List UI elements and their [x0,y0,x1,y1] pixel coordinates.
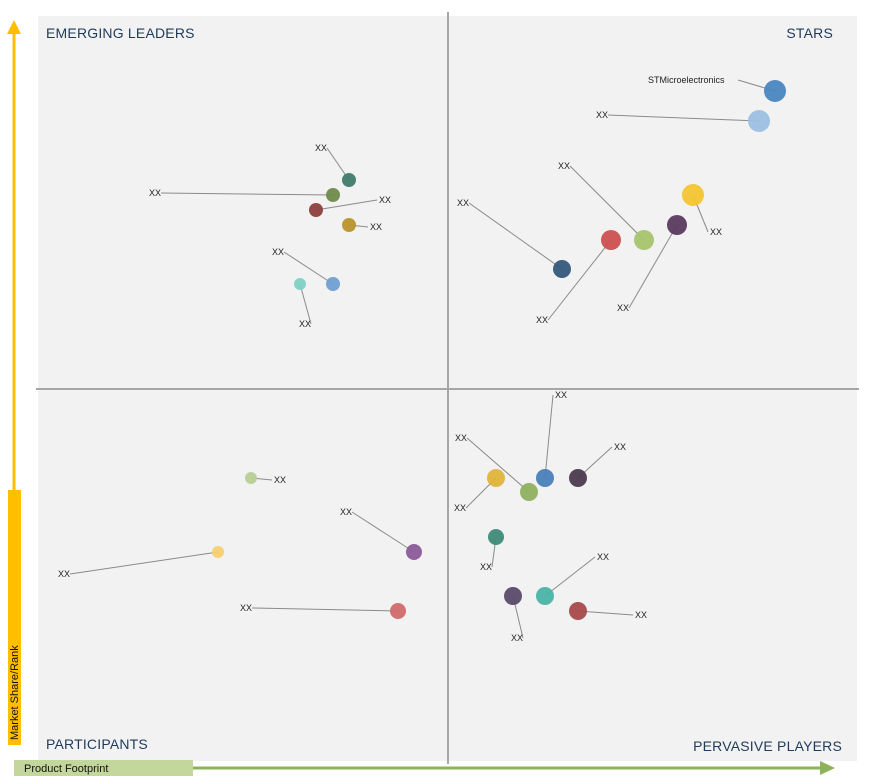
company-label: XX [617,303,629,313]
company-label: XX [274,475,286,485]
leader-line [569,165,645,241]
leader-line [251,607,399,612]
company-label: XX [635,610,647,620]
company-label: XX [315,143,327,153]
company-label: XX [272,247,284,257]
y-axis-arrow-icon [7,20,21,34]
company-bubble [569,602,587,620]
leader-line [547,239,612,321]
x-axis-arrow-icon [820,761,835,775]
data-points: STMicroelectronics XX XX XX XX XX XX XX XX XX XX XX… [58,75,786,643]
company-label: XX [58,569,70,579]
leader-line [466,437,530,493]
company-bubble [536,469,554,487]
x-axis-label: Product Footprint [24,763,108,775]
company-bubble [487,469,505,487]
quadrant-title-emerging-leaders: EMERGING LEADERS [46,25,195,41]
leader-line [544,556,596,597]
company-bubble [601,230,621,250]
company-bubble [342,218,356,232]
company-label: XX [596,110,608,120]
company-label: XX [558,161,570,171]
company-label: STMicroelectronics [648,75,725,85]
company-bubble [212,546,224,558]
leader-line [351,511,415,553]
company-bubble [309,203,323,217]
company-label: XX [454,503,466,513]
company-label: XX [240,603,252,613]
x-axis-label-box [14,760,193,776]
leader-line [160,192,334,196]
company-bubble [390,603,406,619]
company-bubble [245,472,257,484]
company-bubble [764,80,786,102]
company-bubble [406,544,422,560]
company-label: XX [340,507,352,517]
quadrant-bg-bottom-left [38,390,447,761]
quadrant-bg-top-left [38,16,447,388]
company-bubble [536,587,554,605]
y-axis-label: Market Share/Rank [9,645,21,740]
company-bubble [342,173,356,187]
company-bubble [748,110,770,132]
company-bubble [667,215,687,235]
company-bubble [520,483,538,501]
company-label: XX [480,562,492,572]
company-label: XX [614,442,626,452]
company-label: XX [379,195,391,205]
leader-line [628,224,678,309]
company-bubble [553,260,571,278]
leader-line [577,610,634,616]
leader-line [315,199,378,211]
company-label: XX [597,552,609,562]
company-bubble [326,277,340,291]
quadrant-bg-bottom-right [449,390,857,761]
leader-line [69,551,219,575]
company-label: XX [455,433,467,443]
company-label: XX [710,227,722,237]
y-axis-label-box [8,490,21,745]
company-bubble [326,188,340,202]
quadrant-title-pervasive-players: PERVASIVE PLAYERS [693,738,842,754]
quadrant-title-participants: PARTICIPANTS [46,736,148,752]
company-label: XX [299,319,311,329]
company-bubble [682,184,704,206]
leader-line [607,114,760,122]
company-label: XX [457,198,469,208]
company-bubble [634,230,654,250]
company-bubble [569,469,587,487]
company-bubble [488,529,504,545]
company-label: XX [536,315,548,325]
company-label: XX [370,222,382,232]
quadrant-title-stars: STARS [786,25,833,41]
company-bubble [504,587,522,605]
company-bubble [294,278,306,290]
company-label: XX [555,390,567,400]
leader-line [468,202,563,270]
leader-line [283,251,334,285]
leader-line [544,394,554,479]
company-label: XX [511,633,523,643]
quadrant-bg-top-right [449,16,857,388]
leader-line [299,283,312,325]
company-label: XX [149,188,161,198]
